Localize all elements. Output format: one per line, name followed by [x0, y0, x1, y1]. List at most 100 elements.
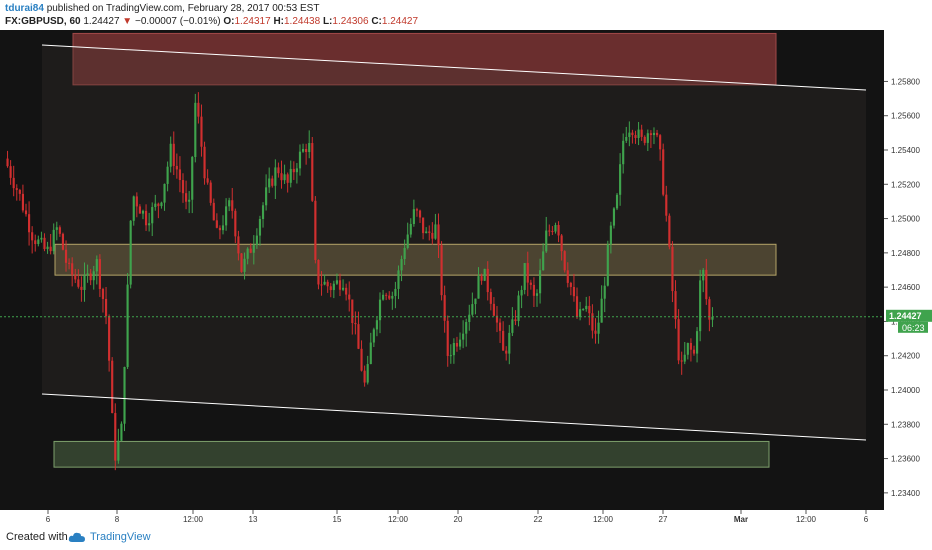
- candle-body[interactable]: [332, 283, 335, 291]
- candle-body[interactable]: [391, 295, 394, 299]
- candle-body[interactable]: [606, 244, 609, 286]
- candle-body[interactable]: [154, 203, 157, 208]
- candle-body[interactable]: [465, 322, 468, 334]
- candle-body[interactable]: [314, 200, 317, 260]
- candle-body[interactable]: [265, 187, 268, 206]
- candle-body[interactable]: [643, 136, 646, 143]
- candle-body[interactable]: [649, 133, 652, 136]
- candle-body[interactable]: [234, 210, 237, 237]
- candle-body[interactable]: [64, 249, 68, 263]
- candle-body[interactable]: [135, 196, 138, 207]
- candle-body[interactable]: [483, 268, 486, 281]
- candle-body[interactable]: [609, 225, 612, 245]
- candle-body[interactable]: [246, 248, 249, 259]
- candle-body[interactable]: [498, 322, 502, 331]
- candle-body[interactable]: [708, 299, 711, 320]
- candle-body[interactable]: [434, 224, 437, 239]
- candle-body[interactable]: [372, 329, 375, 343]
- candle-body[interactable]: [252, 245, 255, 253]
- candle-body[interactable]: [360, 348, 363, 371]
- channel-top-line[interactable]: [41, 44, 867, 91]
- candle-body[interactable]: [268, 178, 271, 188]
- candle-body[interactable]: [489, 292, 492, 304]
- candle-body[interactable]: [415, 209, 419, 211]
- candle-body[interactable]: [452, 342, 455, 356]
- candle-body[interactable]: [572, 286, 576, 297]
- candle-body[interactable]: [486, 268, 489, 293]
- candle-body[interactable]: [443, 295, 446, 321]
- candle-body[interactable]: [305, 148, 308, 153]
- candle-body[interactable]: [671, 246, 674, 292]
- candle-body[interactable]: [615, 194, 619, 209]
- candle-body[interactable]: [440, 245, 443, 296]
- candle-body[interactable]: [655, 132, 659, 136]
- resistance-zone[interactable]: [72, 32, 777, 86]
- candle-body[interactable]: [258, 218, 262, 236]
- candle-body[interactable]: [560, 235, 563, 252]
- candle-body[interactable]: [83, 275, 86, 290]
- candle-body[interactable]: [431, 232, 434, 239]
- candle-body[interactable]: [120, 423, 123, 441]
- tradingview-brand-link[interactable]: TradingView: [90, 531, 151, 543]
- candle-body[interactable]: [569, 282, 572, 287]
- candle-body[interactable]: [662, 149, 665, 195]
- candle-body[interactable]: [566, 270, 569, 283]
- candle-body[interactable]: [582, 309, 585, 311]
- candle-body[interactable]: [532, 284, 535, 296]
- candle-body[interactable]: [446, 320, 449, 356]
- candle-body[interactable]: [277, 167, 280, 174]
- candle-body[interactable]: [591, 313, 594, 331]
- candle-body[interactable]: [523, 263, 526, 290]
- candle-body[interactable]: [369, 342, 372, 365]
- candle-body[interactable]: [575, 296, 579, 317]
- candle-body[interactable]: [711, 316, 714, 320]
- candle-body[interactable]: [188, 199, 191, 202]
- candle-body[interactable]: [480, 276, 483, 281]
- candle-body[interactable]: [172, 143, 175, 166]
- candle-body[interactable]: [455, 342, 459, 347]
- candle-body[interactable]: [289, 168, 292, 183]
- candle-body[interactable]: [320, 284, 323, 286]
- candle-body[interactable]: [218, 227, 222, 231]
- candle-body[interactable]: [240, 253, 243, 272]
- candle-body[interactable]: [665, 194, 668, 216]
- candle-body[interactable]: [80, 286, 83, 290]
- candle-body[interactable]: [34, 240, 37, 245]
- candle-body[interactable]: [686, 342, 689, 355]
- candle-body[interactable]: [539, 270, 542, 294]
- candle-body[interactable]: [535, 293, 539, 296]
- candle-body[interactable]: [6, 158, 9, 167]
- candle-body[interactable]: [425, 231, 428, 234]
- candle-body[interactable]: [511, 319, 514, 333]
- candle-body[interactable]: [603, 285, 606, 299]
- candle-body[interactable]: [385, 294, 388, 296]
- candle-body[interactable]: [428, 231, 431, 233]
- candle-body[interactable]: [68, 262, 71, 264]
- candle-body[interactable]: [631, 132, 634, 136]
- candle-body[interactable]: [495, 315, 499, 323]
- candle-body[interactable]: [28, 214, 31, 233]
- candle-body[interactable]: [191, 156, 194, 200]
- candle-body[interactable]: [619, 164, 622, 195]
- candle-body[interactable]: [418, 210, 422, 218]
- candle-body[interactable]: [71, 263, 74, 275]
- candle-body[interactable]: [341, 287, 345, 290]
- candle-body[interactable]: [705, 269, 708, 300]
- candle-body[interactable]: [138, 206, 141, 214]
- candle-body[interactable]: [178, 169, 181, 181]
- candle-body[interactable]: [529, 282, 532, 285]
- candle-body[interactable]: [61, 233, 65, 250]
- candle-body[interactable]: [597, 322, 600, 334]
- candle-body[interactable]: [24, 210, 28, 215]
- candle-body[interactable]: [585, 305, 588, 310]
- candle-body[interactable]: [526, 263, 529, 283]
- candle-body[interactable]: [98, 259, 101, 290]
- candle-body[interactable]: [680, 360, 683, 362]
- candle-body[interactable]: [625, 136, 628, 141]
- candle-body[interactable]: [203, 146, 206, 179]
- candle-body[interactable]: [695, 331, 699, 354]
- candle-body[interactable]: [366, 364, 369, 383]
- candle-body[interactable]: [514, 319, 517, 322]
- candle-body[interactable]: [677, 319, 680, 361]
- candle-body[interactable]: [345, 287, 348, 295]
